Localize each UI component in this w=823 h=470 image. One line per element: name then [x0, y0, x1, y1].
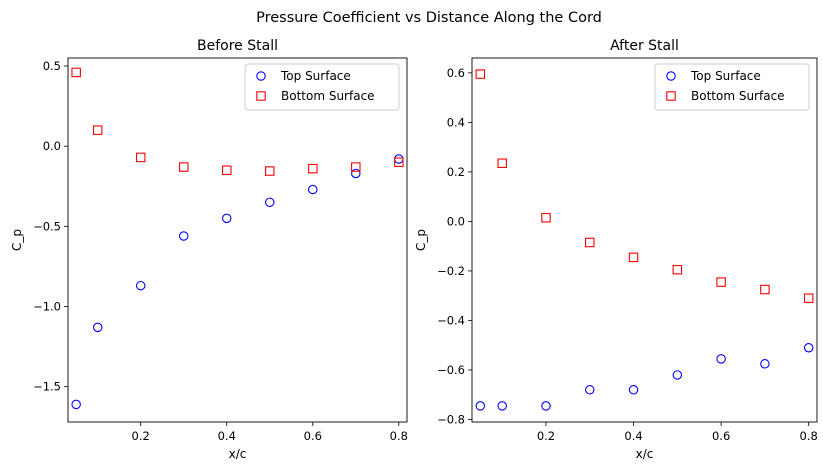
top-surface-point: [265, 197, 275, 208]
y-tick-label: 0.0: [447, 214, 465, 228]
y-tick-label: −0.2: [437, 264, 465, 278]
top-surface-point: [628, 385, 639, 395]
figure-suptitle: Pressure Coefficient vs Distance Along t…: [256, 10, 602, 26]
bottom-surface-point: [760, 284, 770, 295]
top-surface-point: [92, 322, 103, 333]
y-axis-label: C_p: [10, 229, 24, 251]
legend-label: Bottom Surface: [691, 89, 785, 103]
legend-label: Bottom Surface: [281, 89, 375, 103]
bottom-surface-point: [672, 264, 683, 275]
bottom-surface-point: [716, 277, 726, 287]
y-tick-label: 0.2: [447, 165, 465, 179]
y-tick-label: −0.6: [437, 363, 465, 377]
bottom-surface-point: [628, 252, 639, 263]
after-stall-title: After Stall: [610, 38, 679, 54]
legend: Top Surface Bottom Surface: [244, 63, 400, 111]
top-surface-point: [308, 184, 318, 195]
legend-box: [654, 63, 810, 111]
bottom-surface-point: [135, 152, 146, 163]
y-axis-label: C_p: [414, 229, 428, 251]
x-tick-label: 0.4: [218, 429, 236, 443]
x-tick-label: 0.4: [624, 429, 642, 443]
bottom-surface-point: [585, 237, 595, 248]
top-surface-point: [585, 385, 595, 395]
bottom-surface-point: [803, 293, 814, 303]
axes-frame: [67, 57, 408, 423]
y-tick-label: −0.4: [437, 313, 465, 327]
x-axis-label: x/c: [229, 447, 247, 461]
y-tick-label: 0.6: [447, 66, 465, 80]
y-tick-label: −1.5: [33, 380, 61, 394]
bottom-surface-point: [221, 165, 232, 175]
top-surface-point: [760, 359, 770, 369]
y-tick-label: 0.0: [43, 139, 61, 153]
x-tick-label: 0.2: [537, 429, 555, 443]
top-surface-point: [716, 354, 726, 364]
bottom-surface-point: [497, 158, 507, 168]
bottom-surface-point: [178, 162, 189, 172]
axes-frame: [471, 57, 818, 423]
x-tick-label: 0.8: [800, 429, 818, 443]
top-surface-point: [351, 168, 361, 179]
legend-square-icon: [666, 91, 676, 101]
top-surface-point: [475, 401, 486, 411]
top-surface-point: [71, 399, 81, 410]
bottom-surface-point: [351, 162, 361, 172]
top-surface-point: [672, 370, 683, 380]
bottom-surface-point: [394, 157, 404, 167]
x-axis-label: x/c: [636, 447, 654, 461]
bottom-surface-point: [475, 69, 486, 79]
x-tick-label: 0.6: [712, 429, 730, 443]
legend-circle-icon: [256, 71, 266, 81]
x-tick-label: 0.6: [304, 429, 322, 443]
y-tick-label: −1.0: [33, 300, 61, 314]
after-stall-chart: After Stall 0.2 0.4 0.6 0.8 −0.8 −0.6 −0.4 −0.2 0…: [414, 38, 818, 461]
before-stall-title: Before Stall: [197, 38, 278, 54]
legend-label: Top Surface: [280, 69, 351, 83]
x-tick-label: 0.2: [132, 429, 150, 443]
bottom-surface-point: [541, 212, 551, 223]
y-tick-label: 0.4: [447, 115, 465, 129]
top-surface-point: [221, 213, 232, 224]
y-tick-label: −0.5: [33, 219, 61, 233]
legend-circle-icon: [666, 71, 676, 81]
bottom-surface-point: [265, 166, 275, 176]
legend-square-icon: [256, 91, 266, 101]
y-tick-label: −0.8: [437, 413, 465, 427]
x-tick-label: 0.8: [390, 429, 408, 443]
top-surface-point: [135, 280, 146, 291]
bottom-surface-point: [92, 125, 103, 135]
top-surface-point: [497, 401, 507, 411]
legend-label: Top Surface: [690, 69, 761, 83]
legend-box: [244, 63, 400, 111]
top-surface-point: [178, 231, 189, 241]
legend: Top Surface Bottom Surface: [654, 63, 810, 111]
y-tick-label: 0.5: [43, 59, 61, 73]
top-surface-point: [803, 342, 814, 353]
bottom-surface-point: [308, 163, 318, 174]
top-surface-point: [541, 401, 551, 411]
bottom-surface-point: [71, 67, 81, 78]
before-stall-chart: Before Stall 0.2 0.4 0.6 0.8 −1.5 −1.0 −0.5 0.0 0…: [10, 38, 408, 461]
